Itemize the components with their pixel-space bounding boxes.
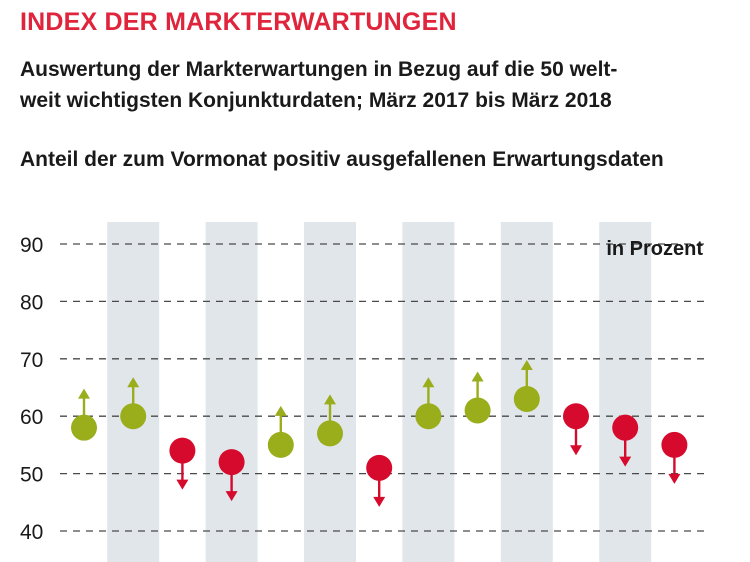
background-band	[205, 222, 258, 562]
y-tick-label: 40	[20, 521, 43, 544]
data-point	[661, 431, 688, 484]
data-point	[415, 377, 442, 430]
data-marker	[513, 385, 540, 412]
arrow-down-icon	[668, 473, 681, 484]
arrow-up-icon	[520, 359, 533, 370]
data-point	[612, 414, 639, 467]
data-point	[218, 449, 245, 502]
data-marker	[415, 403, 442, 430]
chart-title: INDEX DER MARKTERWARTUNGEN	[20, 8, 457, 36]
arrow-up-icon	[78, 388, 90, 399]
y-tick-label: 90	[20, 234, 43, 257]
data-point	[317, 394, 343, 447]
arrow-up-icon	[274, 405, 287, 416]
data-marker	[464, 397, 491, 424]
arrow-up-icon	[324, 394, 336, 405]
subtitle-line-1: Auswertung der Markterwartungen in Bezug…	[20, 58, 618, 81]
data-point	[169, 437, 196, 490]
arrow-down-icon	[176, 479, 189, 490]
y-tick-label: 60	[20, 406, 43, 429]
data-points	[71, 359, 688, 507]
y-tick-label: 50	[20, 464, 43, 487]
gridlines	[60, 243, 708, 532]
data-marker	[317, 420, 343, 447]
data-marker	[612, 414, 639, 441]
y-tick-label: 70	[20, 349, 43, 372]
data-marker	[169, 437, 196, 464]
data-point	[513, 359, 540, 412]
data-marker	[120, 403, 147, 430]
data-marker	[71, 414, 97, 441]
background-band	[599, 222, 652, 562]
y-tick-label: 80	[20, 291, 43, 314]
data-point	[563, 403, 589, 456]
data-point	[71, 388, 97, 441]
data-marker	[366, 454, 393, 481]
arrow-down-icon	[570, 445, 582, 456]
y-axis-ticks: 90 80 70 60 50 40	[20, 234, 43, 544]
data-marker	[218, 449, 245, 476]
data-marker	[563, 403, 589, 430]
arrow-up-icon	[422, 377, 435, 388]
data-point	[267, 405, 294, 458]
chart-subtitle: Auswertung der Markterwartungen in Bezug…	[20, 54, 735, 116]
data-point	[366, 454, 393, 507]
arrow-down-icon	[619, 456, 632, 467]
subtitle-line-2: weit wichtigsten Konjunkturdaten; März 2…	[20, 89, 612, 112]
arrow-up-icon	[127, 377, 140, 388]
background-bands	[107, 222, 652, 562]
data-point	[464, 371, 491, 424]
unit-label: in Prozent	[606, 238, 703, 260]
background-band	[304, 222, 356, 562]
data-marker	[267, 431, 294, 458]
data-marker	[661, 431, 688, 458]
data-point	[120, 377, 147, 430]
arrow-down-icon	[225, 491, 238, 502]
arrow-up-icon	[471, 371, 484, 382]
arrow-down-icon	[373, 496, 386, 507]
chart-caption: Anteil der zum Vormonat positiv ausgefal…	[20, 148, 664, 171]
